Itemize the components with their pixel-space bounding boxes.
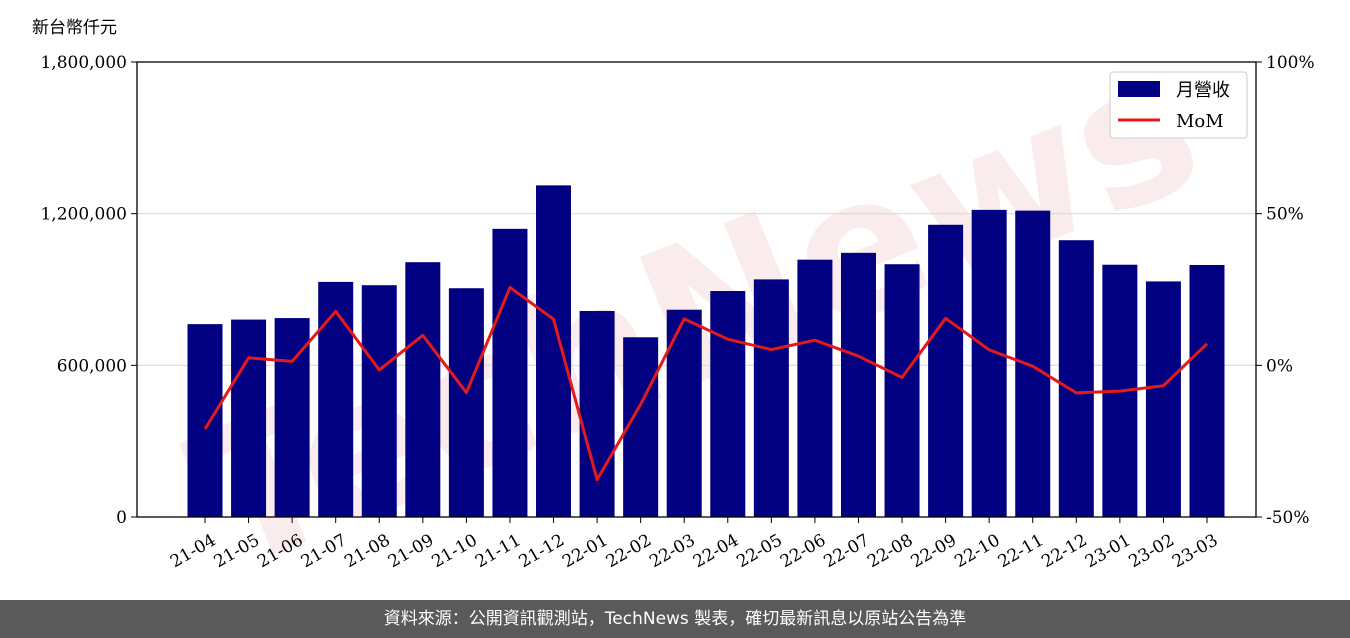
legend-swatch-bar bbox=[1118, 81, 1160, 97]
y-left-tick-label: 1,800,000 bbox=[40, 53, 127, 73]
mom-line bbox=[203, 285, 1209, 482]
x-tick-label: 22-03 bbox=[646, 530, 698, 572]
x-tick-label: 23-01 bbox=[1082, 530, 1134, 572]
bar-23-02 bbox=[1145, 281, 1181, 517]
bar-21-12 bbox=[536, 185, 572, 517]
bar-21-09 bbox=[405, 262, 441, 517]
bar-21-04 bbox=[187, 324, 223, 517]
bar-22-12 bbox=[1058, 240, 1094, 518]
x-tick-label: 23-03 bbox=[1169, 530, 1221, 572]
x-tick-label: 22-02 bbox=[603, 530, 655, 572]
x-tick-label: 21-04 bbox=[167, 530, 219, 572]
bar-22-05 bbox=[753, 279, 789, 517]
chart: TechNews 新台幣仟元 0600,0001,200,0001,800,00… bbox=[32, 13, 1315, 600]
x-tick-label: 22-07 bbox=[821, 530, 873, 572]
bar-22-08 bbox=[884, 264, 920, 517]
legend-label-mom: MoM bbox=[1176, 111, 1224, 132]
x-tick-label: 22-10 bbox=[951, 530, 1003, 572]
y-left-tick-label: 1,200,000 bbox=[40, 205, 127, 225]
plot-frame bbox=[136, 61, 1257, 518]
y-right-tick-label: 0% bbox=[1266, 356, 1293, 376]
x-tick-label: 22-06 bbox=[777, 530, 829, 572]
y-right-tick-label: 50% bbox=[1266, 205, 1304, 225]
bars bbox=[187, 185, 1225, 518]
legend-label-revenue: 月營收 bbox=[1176, 80, 1230, 101]
x-tick-label: 22-09 bbox=[908, 530, 960, 572]
x-tick-label: 21-12 bbox=[516, 530, 568, 572]
bar-21-06 bbox=[274, 318, 310, 517]
bar-21-07 bbox=[318, 281, 354, 517]
y-left-tick-label: 600,000 bbox=[57, 356, 127, 376]
bar-21-08 bbox=[361, 285, 397, 517]
bar-21-10 bbox=[448, 288, 484, 517]
y-left-tick-label: 0 bbox=[116, 508, 127, 528]
bar-22-01 bbox=[579, 310, 615, 517]
x-tick-label: 22-01 bbox=[559, 530, 611, 572]
x-tick-label: 23-02 bbox=[1125, 530, 1177, 572]
bar-22-09 bbox=[928, 224, 964, 518]
x-tick-label: 21-11 bbox=[472, 530, 524, 572]
y-right-tick-label: -50% bbox=[1266, 508, 1310, 528]
bar-22-11 bbox=[1015, 210, 1051, 517]
unit-label: 新台幣仟元 bbox=[32, 18, 117, 38]
footer-source: 資料來源：公開資訊觀測站，TechNews 製表，確切最新訊息以原站公告為準 bbox=[0, 600, 1350, 638]
x-tick-label: 22-05 bbox=[733, 530, 785, 572]
bar-23-03 bbox=[1189, 264, 1225, 517]
bar-22-07 bbox=[840, 252, 876, 517]
x-tick-label: 22-04 bbox=[690, 530, 742, 572]
bar-22-10 bbox=[971, 209, 1007, 517]
legend: 月營收 MoM bbox=[1109, 71, 1248, 139]
x-tick-label: 22-08 bbox=[864, 530, 916, 572]
y-right-tick-label: 100% bbox=[1266, 53, 1315, 73]
bar-21-11 bbox=[492, 228, 528, 518]
x-tick-label: 22-11 bbox=[995, 530, 1047, 572]
bar-22-04 bbox=[710, 291, 746, 517]
bar-22-06 bbox=[797, 259, 833, 517]
x-tick-label: 22-12 bbox=[1038, 530, 1090, 572]
bar-21-05 bbox=[231, 319, 267, 517]
mom-polyline bbox=[203, 285, 1209, 482]
